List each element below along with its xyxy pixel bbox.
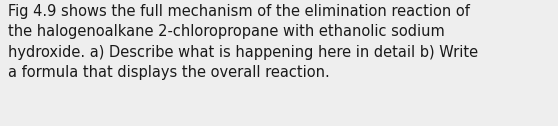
Text: Fig 4.9 shows the full mechanism of the elimination reaction of
the halogenoalka: Fig 4.9 shows the full mechanism of the … (8, 4, 479, 80)
